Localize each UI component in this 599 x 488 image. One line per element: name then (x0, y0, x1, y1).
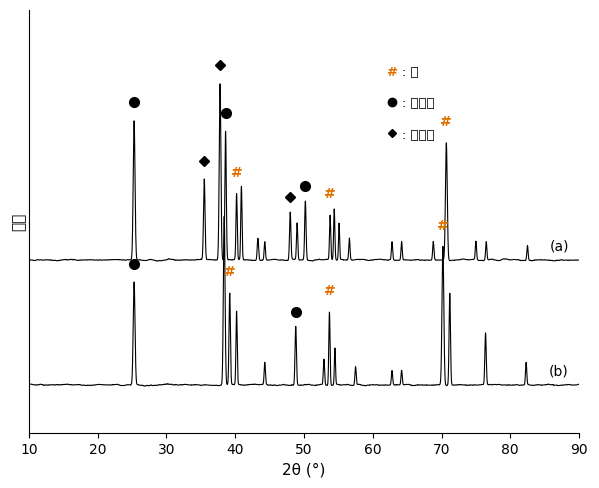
Text: : 钓: : 钓 (402, 66, 418, 79)
Text: #: # (324, 187, 336, 201)
Text: #: # (440, 115, 452, 129)
Y-axis label: 强度: 强度 (11, 213, 26, 231)
Text: (b): (b) (549, 364, 569, 378)
Text: #: # (323, 284, 335, 298)
Text: #: # (437, 218, 449, 232)
Text: : 锐钓矿: : 锐钓矿 (402, 97, 434, 110)
Text: #: # (224, 265, 235, 279)
X-axis label: 2θ (°): 2θ (°) (282, 462, 326, 477)
Text: : 氧化销: : 氧化销 (402, 128, 434, 142)
Text: #: # (386, 66, 398, 79)
Text: (a): (a) (549, 239, 569, 253)
Text: #: # (231, 165, 243, 180)
